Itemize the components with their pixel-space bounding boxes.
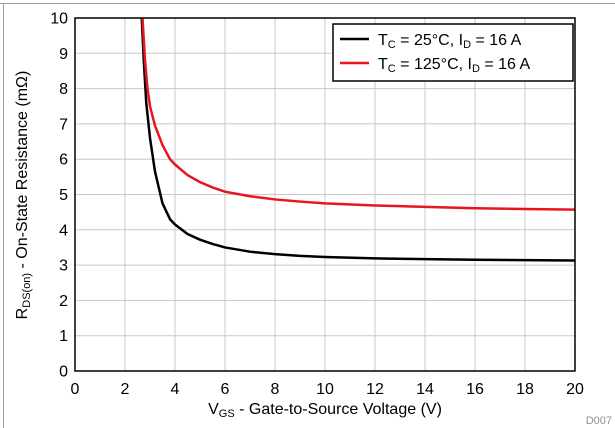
y-tick-label: 1 xyxy=(59,328,68,345)
x-tick-label: 4 xyxy=(171,381,180,398)
y-tick-label: 6 xyxy=(59,152,68,169)
series-line-0 xyxy=(140,17,576,262)
figure-id: D007 xyxy=(586,415,612,427)
x-tick-label: 2 xyxy=(121,381,130,398)
y-tick-label: 8 xyxy=(59,81,68,98)
x-tick-label: 20 xyxy=(566,381,584,398)
x-tick-label: 18 xyxy=(516,381,534,398)
legend-label-125c: TC = 125°C, ID = 16 A xyxy=(378,56,531,75)
y-tick-label: 3 xyxy=(59,258,68,275)
x-tick-label: 14 xyxy=(416,381,434,398)
series-lines xyxy=(140,17,576,262)
x-tick-label: 10 xyxy=(316,381,334,398)
y-tick-label: 7 xyxy=(59,116,68,133)
y-tick-label: 4 xyxy=(59,222,68,239)
y-axis-label: RDS(on) - On-State Resistance (mΩ) xyxy=(14,71,33,320)
legend: TC = 25°C, ID = 16 A TC = 125°C, ID = 16… xyxy=(332,23,574,82)
x-tick-label: 8 xyxy=(271,381,280,398)
x-axis-label: VGS - Gate-to-Source Voltage (V) xyxy=(208,401,442,420)
y-tick-label: 2 xyxy=(59,293,68,310)
x-tick-label: 6 xyxy=(221,381,230,398)
x-tick-label: 12 xyxy=(366,381,384,398)
plot-area-frame xyxy=(74,17,576,372)
y-tick-label: 5 xyxy=(59,187,68,204)
series-line-1 xyxy=(141,17,576,211)
x-tick-label: 0 xyxy=(71,381,80,398)
y-tick-label: 10 xyxy=(50,11,68,28)
y-tick-label: 0 xyxy=(59,364,68,381)
legend-box xyxy=(332,23,574,82)
x-tick-label: 16 xyxy=(466,381,484,398)
y-tick-label: 9 xyxy=(59,46,68,63)
legend-label-25c: TC = 25°C, ID = 16 A xyxy=(378,32,522,51)
